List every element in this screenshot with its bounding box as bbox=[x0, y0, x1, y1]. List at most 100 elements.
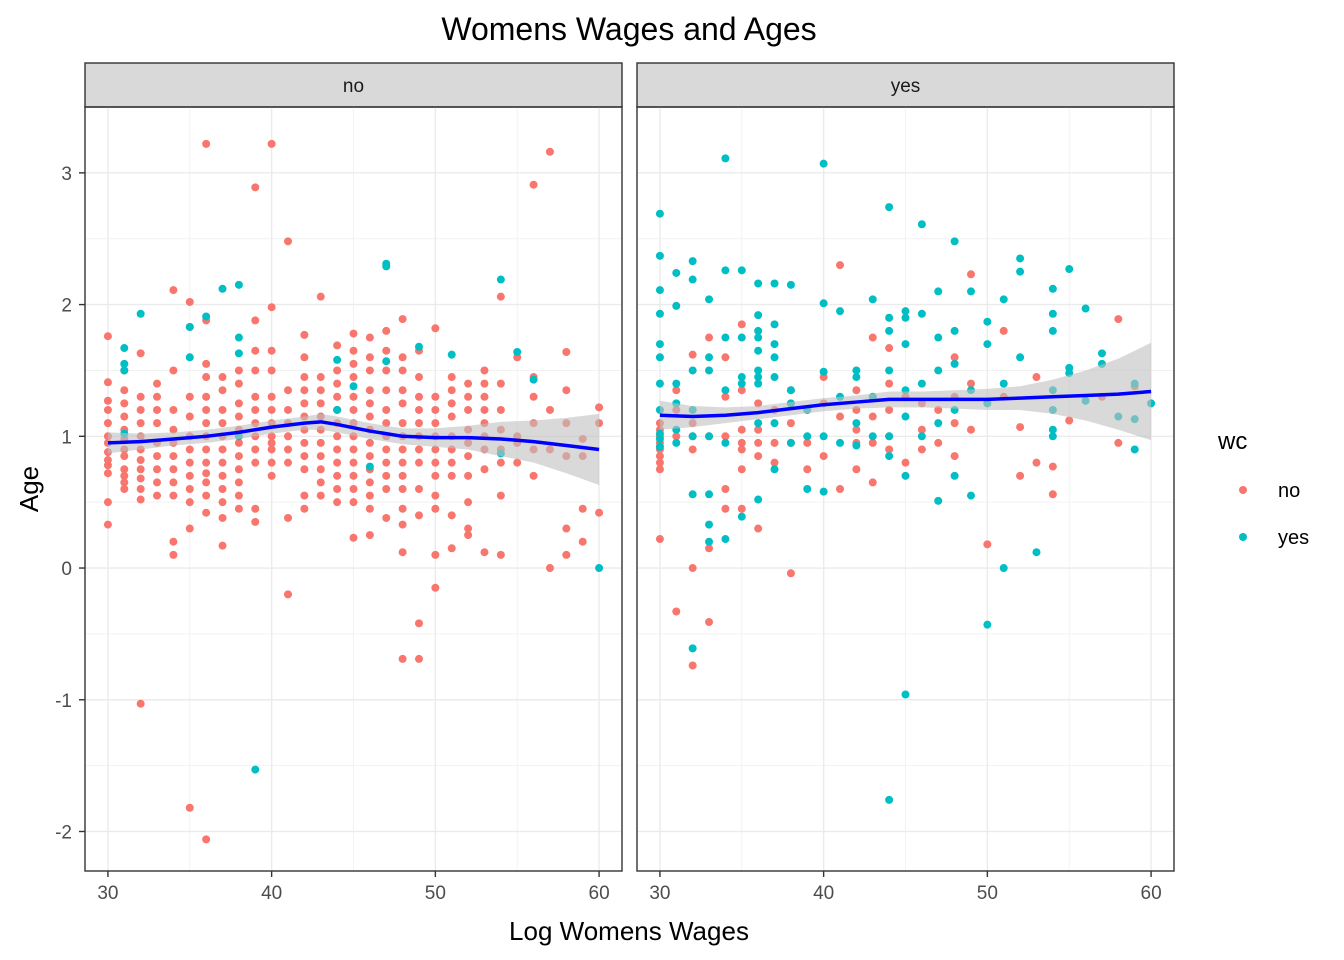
point-no-no bbox=[545, 147, 554, 156]
point-yes-no bbox=[721, 392, 730, 401]
point-no-no bbox=[267, 139, 276, 148]
point-no-yes bbox=[120, 359, 129, 368]
point-no-no bbox=[382, 386, 391, 395]
point-no-no bbox=[382, 485, 391, 493]
point-yes-yes bbox=[672, 438, 681, 447]
point-no-no bbox=[316, 386, 325, 395]
point-no-no bbox=[464, 524, 473, 533]
point-yes-yes bbox=[721, 333, 730, 342]
point-yes-yes bbox=[754, 373, 763, 382]
point-no-no bbox=[365, 386, 374, 395]
point-no-no bbox=[169, 405, 178, 414]
point-no-no bbox=[447, 373, 456, 382]
point-yes-yes bbox=[770, 373, 779, 382]
point-no-no bbox=[365, 399, 374, 408]
point-no-no bbox=[300, 491, 309, 500]
point-yes-no bbox=[999, 326, 1008, 335]
point-no-no bbox=[284, 386, 293, 395]
point-no-yes bbox=[365, 462, 374, 471]
point-no-no bbox=[398, 366, 407, 375]
point-no-no bbox=[431, 491, 440, 500]
point-yes-yes bbox=[754, 326, 763, 335]
point-yes-yes bbox=[966, 491, 975, 500]
point-no-yes bbox=[120, 366, 129, 375]
point-yes-no bbox=[966, 270, 975, 279]
y-axis: -2 -1 0 1 2 3 bbox=[55, 164, 85, 843]
point-no-no bbox=[251, 392, 260, 401]
point-no-no bbox=[251, 366, 260, 375]
legend-title: wc bbox=[1217, 428, 1247, 455]
point-yes-yes bbox=[737, 333, 746, 342]
point-no-no bbox=[480, 405, 489, 414]
point-no-no bbox=[464, 452, 473, 461]
point-no-no bbox=[300, 373, 309, 382]
point-yes-no bbox=[917, 425, 926, 434]
point-yes-no bbox=[655, 458, 664, 467]
point-yes-yes bbox=[999, 295, 1008, 304]
point-yes-yes bbox=[983, 340, 992, 349]
point-yes-no bbox=[688, 564, 697, 573]
point-no-no bbox=[431, 471, 440, 480]
point-no-no bbox=[185, 803, 194, 812]
point-no-no bbox=[185, 297, 194, 306]
point-yes-no bbox=[1048, 462, 1057, 471]
point-no-no bbox=[202, 359, 211, 368]
legend-label-yes: yes bbox=[1278, 527, 1309, 549]
point-no-no bbox=[480, 379, 489, 388]
point-no-no bbox=[202, 458, 211, 467]
point-yes-yes bbox=[934, 496, 943, 505]
point-no-no bbox=[333, 341, 342, 350]
point-yes-no bbox=[836, 412, 845, 421]
point-no-no bbox=[218, 405, 227, 414]
point-no-no bbox=[464, 471, 473, 480]
point-no-no bbox=[529, 392, 538, 401]
point-no-no bbox=[349, 533, 358, 542]
point-no-no bbox=[333, 432, 342, 441]
point-no-no bbox=[349, 458, 358, 467]
point-no-no bbox=[284, 445, 293, 454]
point-yes-yes bbox=[999, 564, 1008, 573]
point-no-no bbox=[431, 392, 440, 401]
point-yes-yes bbox=[1048, 326, 1057, 335]
point-no-no bbox=[234, 452, 243, 461]
point-no-no bbox=[447, 471, 456, 480]
point-no-no bbox=[120, 399, 129, 408]
point-yes-no bbox=[786, 569, 795, 578]
point-no-no bbox=[349, 373, 358, 382]
point-no-no bbox=[169, 537, 178, 546]
point-no-no bbox=[464, 531, 473, 540]
point-no-no bbox=[169, 478, 178, 487]
point-no-yes bbox=[218, 284, 227, 293]
point-no-no bbox=[431, 583, 440, 592]
point-no-no bbox=[382, 471, 391, 480]
smooth-band-yes bbox=[659, 342, 1152, 441]
point-no-no bbox=[300, 399, 309, 408]
point-no-no bbox=[431, 504, 440, 513]
point-no-no bbox=[185, 458, 194, 467]
point-no-no bbox=[234, 379, 243, 388]
point-yes-yes bbox=[950, 359, 959, 368]
point-no-no bbox=[153, 379, 162, 388]
point-no-no bbox=[103, 469, 112, 478]
point-no-no bbox=[267, 366, 276, 375]
point-yes-yes bbox=[885, 795, 894, 804]
point-yes-yes bbox=[950, 471, 959, 480]
point-yes-yes bbox=[1016, 267, 1025, 276]
y-axis-title: Age bbox=[14, 466, 44, 512]
point-no-no bbox=[398, 419, 407, 428]
point-yes-yes bbox=[868, 295, 877, 304]
point-no-no bbox=[398, 504, 407, 513]
point-no-no bbox=[316, 292, 325, 301]
point-yes-yes bbox=[934, 366, 943, 375]
point-yes-yes bbox=[688, 432, 697, 441]
point-yes-no bbox=[852, 465, 861, 474]
point-no-no bbox=[447, 511, 456, 520]
point-no-no bbox=[480, 366, 489, 375]
point-no-no bbox=[136, 392, 145, 401]
point-yes-no bbox=[836, 261, 845, 270]
point-yes-yes bbox=[852, 419, 861, 428]
point-no-no bbox=[349, 329, 358, 338]
point-no-no bbox=[414, 392, 423, 401]
point-yes-no bbox=[934, 438, 943, 447]
point-yes-yes bbox=[705, 366, 714, 375]
